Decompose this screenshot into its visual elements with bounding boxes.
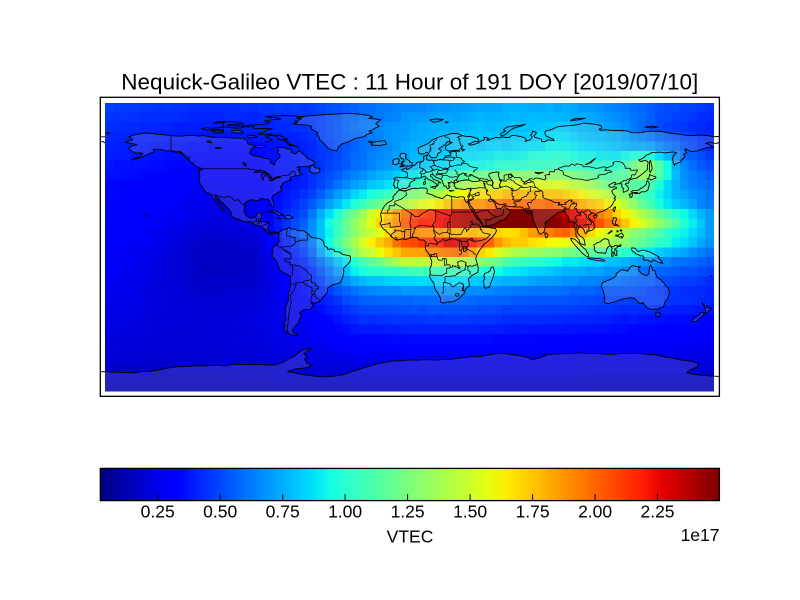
svg-text:1.25: 1.25	[391, 502, 425, 522]
svg-text:2.00: 2.00	[578, 502, 612, 522]
svg-text:Nequick-Galileo VTEC : 11 Hour: Nequick-Galileo VTEC : 11 Hour of 191 DO…	[121, 70, 698, 95]
svg-text:0.50: 0.50	[203, 502, 237, 522]
svg-text:1.75: 1.75	[516, 502, 550, 522]
svg-text:2.25: 2.25	[640, 502, 674, 522]
svg-text:0.25: 0.25	[141, 502, 175, 522]
svg-text:1.00: 1.00	[328, 502, 362, 522]
svg-text:0.75: 0.75	[266, 502, 300, 522]
svg-text:1e17: 1e17	[681, 525, 720, 545]
svg-text:VTEC: VTEC	[387, 527, 434, 547]
svg-text:1.50: 1.50	[453, 502, 487, 522]
